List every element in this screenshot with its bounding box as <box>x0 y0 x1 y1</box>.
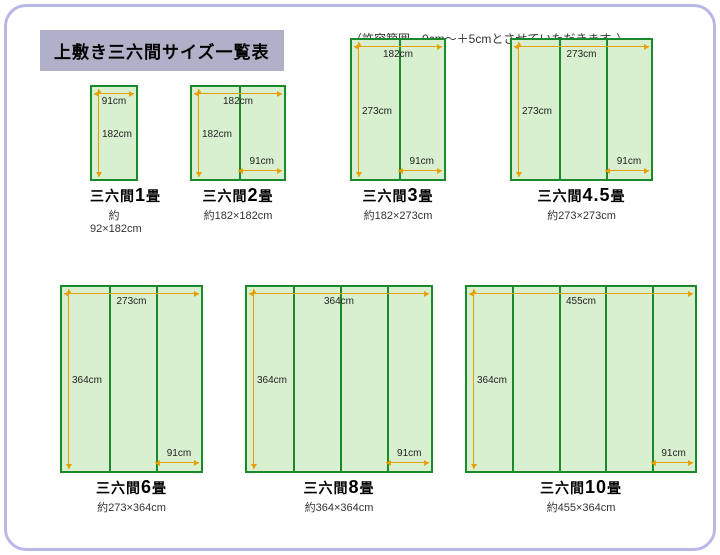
dim-height: 182cm <box>102 129 132 140</box>
tatami-diagram: 182cm 273cm 91cm <box>350 38 446 181</box>
dim-width: 182cm <box>383 49 413 60</box>
dim-height: 182cm <box>202 129 232 140</box>
dim-width: 364cm <box>324 296 354 307</box>
size-label: 三六間6畳 <box>60 477 203 498</box>
dim-width: 91cm <box>102 96 126 107</box>
size-label: 三六間1畳 <box>90 185 138 206</box>
chart-title: 上敷き三六間サイズ一覧表 <box>40 30 284 71</box>
dim-col: 91cm <box>661 448 685 459</box>
tatami-diagram: 364cm 364cm 91cm <box>245 285 433 473</box>
dim-col: 91cm <box>397 448 421 459</box>
size-item-s2: 182cm 182cm 91cm 三六間2畳約182×182cm <box>190 85 286 223</box>
size-sublabel: 約182×182cm <box>190 207 286 223</box>
size-item-s45: 273cm 273cm 91cm 三六間4.5畳約273×273cm <box>510 38 653 223</box>
dim-height: 364cm <box>257 375 287 386</box>
size-item-s3: 182cm 273cm 91cm 三六間3畳約182×273cm <box>350 38 446 223</box>
tatami-diagram: 455cm 364cm 91cm <box>465 285 697 473</box>
size-item-s10: 455cm 364cm 91cm 三六間10畳約455×364cm <box>465 285 697 515</box>
dim-width: 273cm <box>566 49 596 60</box>
size-item-s1: 91cm 182cm 三六間1畳約92×182cm <box>90 85 138 235</box>
dim-col: 91cm <box>250 156 274 167</box>
size-item-s8: 364cm 364cm 91cm 三六間8畳約364×364cm <box>245 285 433 515</box>
size-sublabel: 約182×273cm <box>350 207 446 223</box>
size-sublabel: 約273×273cm <box>510 207 653 223</box>
dim-col: 91cm <box>617 156 641 167</box>
dim-width: 455cm <box>566 296 596 307</box>
size-label: 三六間3畳 <box>350 185 446 206</box>
size-sublabel: 約273×364cm <box>60 499 203 515</box>
size-label: 三六間4.5畳 <box>510 185 653 206</box>
size-label: 三六間10畳 <box>465 477 697 498</box>
dim-col: 91cm <box>410 156 434 167</box>
size-item-s6: 273cm 364cm 91cm 三六間6畳約273×364cm <box>60 285 203 515</box>
size-label: 三六間8畳 <box>245 477 433 498</box>
dim-height: 273cm <box>522 106 552 117</box>
size-label: 三六間2畳 <box>190 185 286 206</box>
dim-height: 364cm <box>477 375 507 386</box>
dim-height: 364cm <box>72 375 102 386</box>
tatami-diagram: 273cm 364cm 91cm <box>60 285 203 473</box>
size-sublabel: 約92×182cm <box>90 207 138 235</box>
tatami-diagram: 91cm 182cm <box>90 85 138 181</box>
tatami-diagram: 273cm 273cm 91cm <box>510 38 653 181</box>
dim-width: 273cm <box>116 296 146 307</box>
tatami-diagram: 182cm 182cm 91cm <box>190 85 286 181</box>
dim-col: 91cm <box>167 448 191 459</box>
size-sublabel: 約364×364cm <box>245 499 433 515</box>
size-sublabel: 約455×364cm <box>465 499 697 515</box>
size-chart: 上敷き三六間サイズ一覧表 （許容範囲－0cm～＋5cmとさせていただきます。） … <box>0 0 720 555</box>
dim-height: 273cm <box>362 106 392 117</box>
dim-width: 182cm <box>223 96 253 107</box>
